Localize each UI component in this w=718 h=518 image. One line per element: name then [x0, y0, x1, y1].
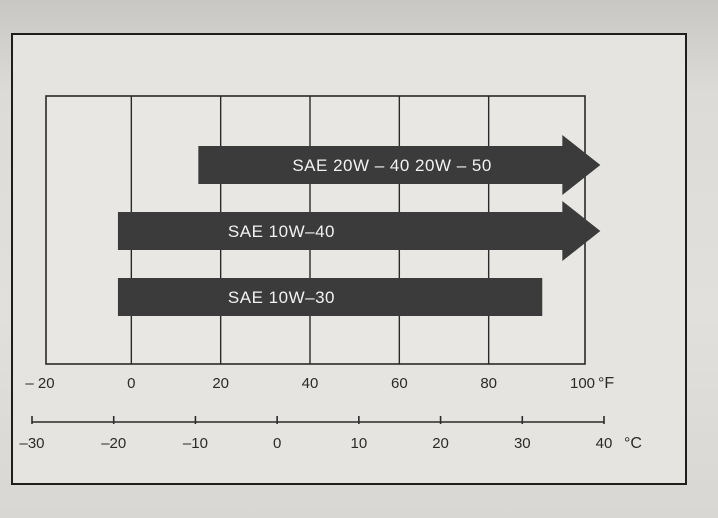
- band-3: [117, 278, 543, 316]
- band-2: [117, 201, 601, 261]
- f-tick-label: 60: [391, 375, 408, 392]
- c-unit-label: °C: [624, 435, 642, 452]
- fahrenheit-axis: – 20 0 20 40 60 80 100 °F: [25, 375, 614, 392]
- c-tick-label: 40: [596, 435, 613, 452]
- c-tick-label: 20: [432, 435, 449, 452]
- viscosity-bands: SAE 20W – 40 20W – 50 SAE 10W–40 SAE 10W–3…: [117, 135, 601, 316]
- f-tick-label: 40: [302, 375, 319, 392]
- c-tick-label: –20: [101, 435, 126, 452]
- c-tick-label: –10: [183, 435, 208, 452]
- c-tick-label: 0: [273, 435, 281, 452]
- band-label-1: SAE 20W – 40 20W – 50: [292, 156, 492, 175]
- f-unit-label: °F: [598, 375, 614, 392]
- f-tick-label: 80: [480, 375, 497, 392]
- band-label-3: SAE 10W–30: [228, 288, 335, 307]
- c-tick-label: 10: [351, 435, 368, 452]
- c-tick-label: –30: [19, 435, 44, 452]
- f-tick-label: 100: [570, 375, 595, 392]
- c-tick-label: 30: [514, 435, 531, 452]
- f-tick-label: 20: [212, 375, 229, 392]
- f-tick-label: – 20: [25, 375, 54, 392]
- celsius-axis: –30 –20 –10 0 10 20 30 40 °C: [19, 416, 642, 452]
- f-tick-label: 0: [127, 375, 135, 392]
- band-label-2: SAE 10W–40: [228, 222, 335, 241]
- band-1: [198, 135, 601, 195]
